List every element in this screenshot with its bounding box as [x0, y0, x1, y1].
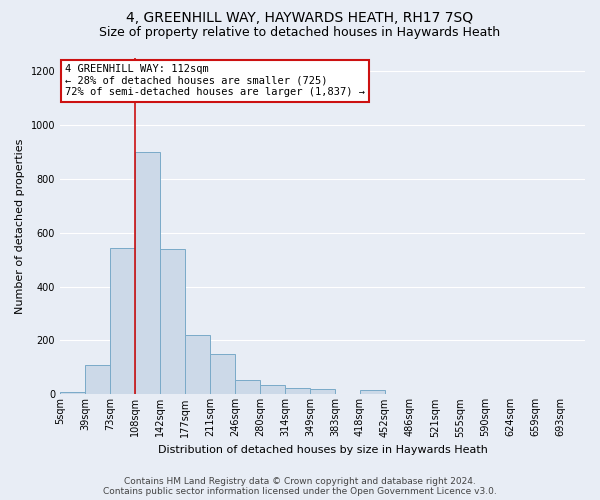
- Bar: [285, 388, 310, 394]
- Bar: [260, 385, 285, 394]
- Text: 4 GREENHILL WAY: 112sqm
← 28% of detached houses are smaller (725)
72% of semi-d: 4 GREENHILL WAY: 112sqm ← 28% of detache…: [65, 64, 365, 98]
- Text: 4, GREENHILL WAY, HAYWARDS HEATH, RH17 7SQ: 4, GREENHILL WAY, HAYWARDS HEATH, RH17 7…: [127, 12, 473, 26]
- Bar: [135, 152, 160, 394]
- Bar: [110, 248, 135, 394]
- Bar: [235, 380, 260, 394]
- Bar: [185, 335, 210, 394]
- X-axis label: Distribution of detached houses by size in Haywards Heath: Distribution of detached houses by size …: [158, 445, 487, 455]
- Bar: [160, 249, 185, 394]
- Bar: [60, 392, 85, 394]
- Bar: [310, 389, 335, 394]
- Bar: [210, 354, 235, 395]
- Text: Contains HM Land Registry data © Crown copyright and database right 2024.
Contai: Contains HM Land Registry data © Crown c…: [103, 476, 497, 496]
- Text: Size of property relative to detached houses in Haywards Heath: Size of property relative to detached ho…: [100, 26, 500, 39]
- Bar: [85, 364, 110, 394]
- Y-axis label: Number of detached properties: Number of detached properties: [15, 138, 25, 314]
- Bar: [360, 390, 385, 394]
